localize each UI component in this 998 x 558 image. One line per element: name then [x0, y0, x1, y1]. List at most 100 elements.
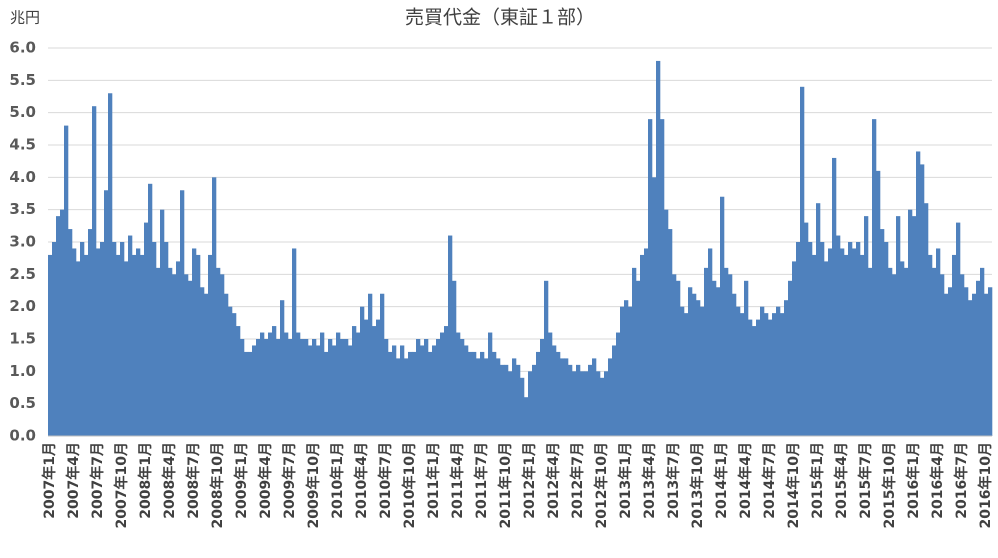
bar	[184, 274, 189, 436]
y-axis-unit: 兆円	[10, 9, 40, 27]
bar	[428, 351, 433, 436]
bar	[556, 351, 561, 436]
bar	[256, 339, 261, 436]
bar	[764, 313, 769, 436]
bar	[496, 358, 501, 436]
x-tick-label: 2011年7月	[473, 442, 490, 519]
x-tick-label: 2016年4月	[929, 442, 946, 519]
x-tick-label: 2011年10月	[497, 442, 514, 528]
bar	[124, 261, 129, 436]
bar	[160, 209, 165, 436]
bar	[192, 248, 197, 436]
bar	[80, 242, 85, 436]
bar	[520, 377, 525, 436]
bar	[120, 242, 125, 436]
bar	[752, 326, 757, 436]
bar	[248, 351, 253, 436]
bar	[60, 209, 65, 436]
bar	[244, 351, 249, 436]
bar	[512, 358, 517, 436]
x-tick-label: 2008年7月	[185, 442, 202, 519]
bar	[64, 125, 69, 436]
bar	[676, 280, 681, 436]
bar	[148, 183, 153, 436]
bar	[988, 287, 993, 436]
bar	[720, 196, 725, 436]
bar	[812, 254, 817, 436]
bar	[824, 261, 829, 436]
bar	[384, 339, 389, 436]
bar	[260, 332, 265, 436]
x-tick-label: 2014年7月	[761, 442, 778, 519]
bar	[596, 371, 601, 436]
x-tick-label: 2011年1月	[425, 442, 442, 519]
bar	[380, 293, 385, 436]
bar	[856, 242, 861, 436]
bar	[48, 254, 53, 436]
bar	[140, 254, 145, 436]
bar	[312, 339, 317, 436]
bar	[964, 287, 969, 436]
bar	[492, 351, 497, 436]
bar	[392, 345, 397, 436]
bar	[760, 306, 765, 436]
x-tick-label: 2016年10月	[977, 442, 994, 528]
bar	[808, 242, 813, 436]
bar	[220, 274, 225, 436]
bar	[56, 216, 61, 436]
bar	[968, 300, 973, 436]
x-tick-label: 2012年4月	[545, 442, 562, 519]
bar	[844, 254, 849, 436]
bar	[524, 397, 529, 436]
bar	[712, 280, 717, 436]
bar	[948, 287, 953, 436]
bar	[116, 254, 121, 436]
bar	[772, 313, 777, 436]
bar	[732, 293, 737, 436]
bar	[404, 358, 409, 436]
bar	[652, 177, 657, 437]
x-tick-label: 2014年4月	[737, 442, 754, 519]
bar	[876, 170, 881, 436]
y-tick-label: 6.0	[9, 39, 36, 57]
bar	[372, 326, 377, 436]
bar	[928, 254, 933, 436]
bar	[324, 351, 329, 436]
bar	[820, 242, 825, 436]
bar	[460, 339, 465, 436]
bar	[240, 339, 245, 436]
bar	[340, 339, 345, 436]
y-tick-label: 1.0	[9, 362, 36, 380]
bar	[308, 345, 313, 436]
bar	[304, 339, 309, 436]
bar	[832, 157, 837, 436]
bar	[464, 345, 469, 436]
bar	[188, 280, 193, 436]
bar	[936, 248, 941, 436]
bar	[544, 280, 549, 436]
bar	[52, 242, 57, 436]
bar	[888, 267, 893, 436]
x-tick-label: 2012年7月	[569, 442, 586, 519]
x-tick-label: 2010年7月	[377, 442, 394, 519]
bar	[108, 93, 113, 437]
x-tick-label: 2009年1月	[233, 442, 250, 519]
bar	[164, 242, 169, 436]
bar	[696, 300, 701, 436]
bar	[604, 371, 609, 436]
bar	[336, 332, 341, 436]
bar	[636, 280, 641, 436]
x-tick-label: 2010年10月	[401, 442, 418, 528]
x-tick-label: 2015年1月	[809, 442, 826, 519]
bar	[724, 267, 729, 436]
x-tick-label: 2012年10月	[593, 442, 610, 528]
x-tick-label: 2016年7月	[953, 442, 970, 519]
x-tick-label: 2011年4月	[449, 442, 466, 519]
bar	[156, 267, 161, 436]
y-tick-label: 4.0	[9, 168, 36, 186]
bar	[664, 209, 669, 436]
bar	[852, 248, 857, 436]
bar	[280, 300, 285, 436]
y-tick-label: 0.0	[9, 427, 36, 445]
bar	[332, 345, 337, 436]
